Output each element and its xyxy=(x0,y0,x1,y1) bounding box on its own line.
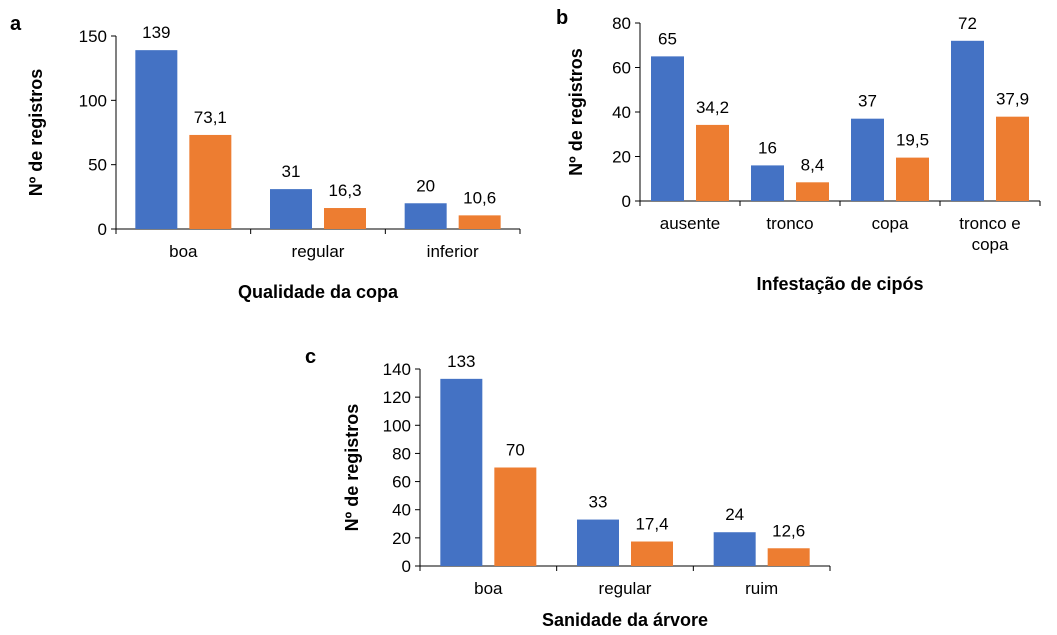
y-axis-title: Nº de registros xyxy=(26,69,46,197)
data-label: 8,4 xyxy=(801,155,825,174)
y-tick-label: 150 xyxy=(79,27,107,46)
y-tick-label: 100 xyxy=(79,91,107,110)
x-axis-title: Qualidade da copa xyxy=(238,282,399,302)
data-label: 10,6 xyxy=(463,188,496,207)
y-tick-label: 120 xyxy=(383,388,411,407)
bar-series-2-ausente xyxy=(696,124,729,201)
data-label: 73,1 xyxy=(194,108,227,127)
data-label: 16 xyxy=(758,138,777,157)
data-label: 37,9 xyxy=(996,90,1029,109)
data-label: 34,2 xyxy=(696,98,729,117)
x-category-label: copa xyxy=(872,214,909,233)
data-label: 24 xyxy=(725,505,744,524)
data-label: 65 xyxy=(658,29,677,48)
data-label: 17,4 xyxy=(635,515,668,534)
y-tick-label: 20 xyxy=(612,148,631,167)
bar-series-1-ruim xyxy=(713,532,756,566)
data-label: 20 xyxy=(416,176,435,195)
bar-series-1-regular xyxy=(577,519,619,566)
data-label: 31 xyxy=(282,162,301,181)
data-label: 19,5 xyxy=(896,131,929,150)
bar-series-1-regular xyxy=(270,189,312,229)
chart-panel-a: a 0 50 100 150 139 73,1 boa 31 16,3 regular 20 10,6 i… xyxy=(10,13,521,302)
y-tick-label: 60 xyxy=(612,59,631,78)
y-tick-label: 20 xyxy=(392,529,411,548)
x-axis-title: Infestação de cipós xyxy=(756,274,923,294)
bar-series-1-tronco-e-copa xyxy=(951,40,984,201)
y-tick-label: 140 xyxy=(383,360,411,379)
bar-series-2-inferior xyxy=(458,215,501,229)
x-category-label: ruim xyxy=(745,579,778,598)
y-tick-label: 40 xyxy=(392,501,411,520)
y-tick-label: 40 xyxy=(612,103,631,122)
bar-series-2-regular xyxy=(631,541,673,566)
y-tick-label: 0 xyxy=(402,557,411,576)
bar-series-1-inferior xyxy=(404,203,447,229)
bar-series-1-boa xyxy=(135,50,178,229)
y-tick-label: 100 xyxy=(383,416,411,435)
y-tick-label: 50 xyxy=(88,156,107,175)
panel-letter: c xyxy=(305,346,316,368)
data-label: 12,6 xyxy=(772,521,805,540)
x-category-label: tronco e copa xyxy=(959,214,1020,254)
y-tick-label: 0 xyxy=(98,220,107,239)
x-category-label: regular xyxy=(292,242,345,261)
x-axis-title: Sanidade da árvore xyxy=(542,610,708,630)
panel-letter: b xyxy=(556,7,568,29)
data-label: 70 xyxy=(506,441,525,460)
panel-letter: a xyxy=(10,13,22,35)
data-label: 33 xyxy=(589,493,608,512)
bar-series-2-tronco xyxy=(796,182,829,201)
bar-series-2-boa xyxy=(189,134,232,229)
x-category-label: tronco xyxy=(766,214,813,233)
bar-series-2-copa xyxy=(896,157,929,201)
chart-panel-c: c 0 20 40 60 80 100 120 140 133 70 boa 33 17,4 regular… xyxy=(305,346,831,630)
data-label: 72 xyxy=(958,14,977,33)
bar-series-2-ruim xyxy=(767,548,810,566)
bar-series-2-tronco-e-copa xyxy=(996,116,1029,201)
x-category-label: inferior xyxy=(427,242,479,261)
y-tick-label: 0 xyxy=(622,192,631,211)
data-label: 133 xyxy=(447,352,475,371)
bar-series-2-regular xyxy=(324,208,366,229)
bar-series-1-tronco xyxy=(751,165,784,201)
bar-series-1-copa xyxy=(851,118,884,201)
chart-panel-b: b 0 20 40 60 80 65 34,2 ausente 16 8,4 tronco 37 19,5… xyxy=(556,7,1041,294)
data-label: 139 xyxy=(142,23,170,42)
x-category-label: boa xyxy=(169,242,198,261)
y-axis-title: Nº de registros xyxy=(566,48,586,176)
data-label: 37 xyxy=(858,92,877,111)
x-category-label: regular xyxy=(599,579,652,598)
bar-series-1-boa xyxy=(440,378,483,566)
bar-series-1-ausente xyxy=(651,56,684,201)
y-tick-label: 80 xyxy=(392,444,411,463)
data-label: 16,3 xyxy=(328,181,361,200)
y-tick-label: 60 xyxy=(392,473,411,492)
x-category-label: boa xyxy=(474,579,503,598)
y-tick-label: 80 xyxy=(612,14,631,33)
x-category-label: ausente xyxy=(660,214,721,233)
bar-series-2-boa xyxy=(494,467,537,566)
y-axis-title: Nº de registros xyxy=(342,404,362,532)
